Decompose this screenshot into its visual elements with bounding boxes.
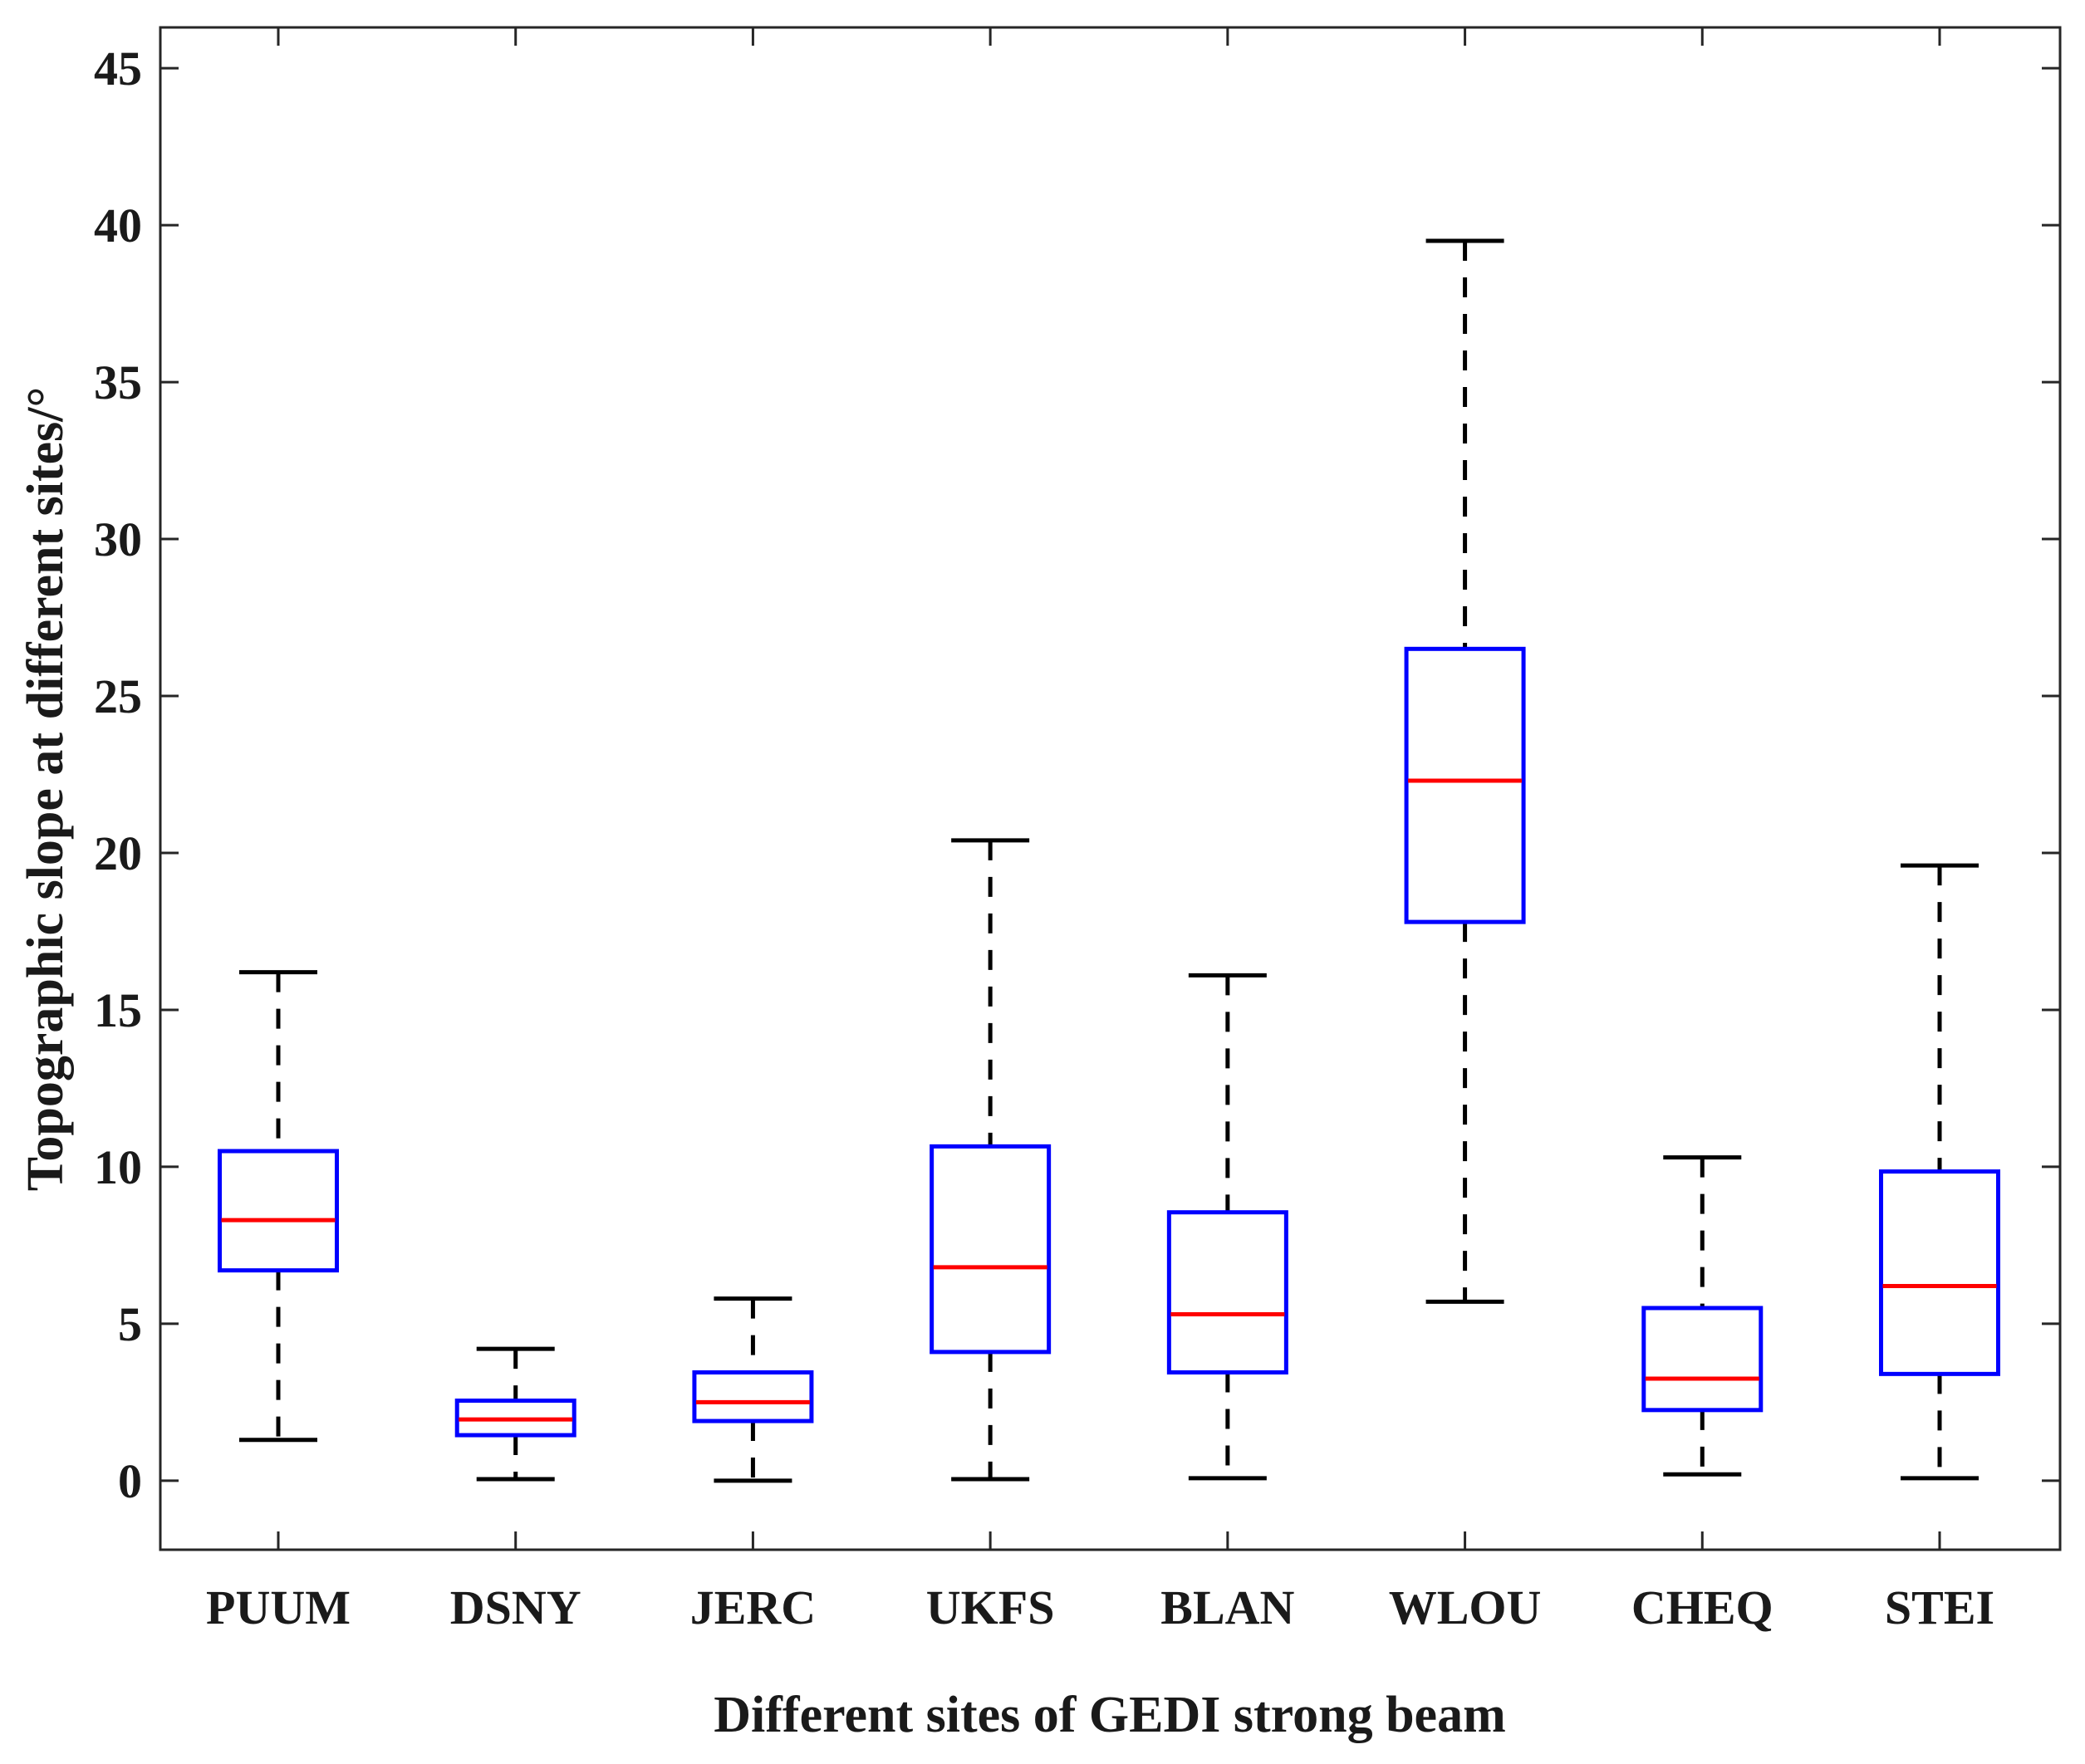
x-tick-label: CHEQ [1631,1580,1773,1634]
y-axis: 0 5 10 15 20 25 30 35 40 45 [94,42,2060,1508]
x-tick-label: JERC [690,1580,816,1634]
box-jerc [692,1296,814,1483]
box-blan [1166,973,1288,1481]
iqr-box [1404,646,1526,924]
box-cheq [1641,1155,1764,1477]
x-tick-label: BLAN [1160,1580,1294,1634]
box-ukfs [930,838,1052,1482]
x-tick-label: STEI [1885,1580,1994,1634]
y-tick-label: 25 [94,669,142,723]
iqr-box [454,1398,576,1438]
iqr-box [692,1370,814,1423]
x-tick-label: DSNY [450,1580,581,1634]
iqr-box [218,1149,339,1273]
y-tick-label: 20 [94,826,142,880]
iqr-box [1641,1306,1764,1413]
plot-frame [159,26,2062,1551]
y-tick-label: 30 [94,512,142,566]
iqr-box [930,1144,1052,1355]
y-axis-title: Topographic slope at different sites/° [17,387,74,1192]
y-tick-label: 0 [118,1454,142,1508]
x-tick-label: WLOU [1389,1580,1542,1634]
y-tick-label: 5 [118,1297,142,1351]
y-tick-label: 15 [94,983,142,1037]
y-tick-label: 10 [94,1140,142,1194]
iqr-box [1166,1210,1288,1374]
x-tick-label: PUUM [206,1580,351,1634]
box-series [218,238,2000,1483]
x-tick-label: UKFS [926,1580,1055,1634]
box-dsny [454,1346,576,1482]
x-axis: PUUM DSNY JERC UKFS BLAN WLOU CHEQ STEI [206,27,1994,1634]
y-tick-label: 40 [94,198,142,252]
iqr-box [1879,1169,2000,1376]
y-tick-label: 45 [94,42,142,96]
box-wlou [1404,238,1526,1304]
y-tick-label: 35 [94,355,142,409]
box-stei [1879,863,2000,1481]
box-puum [218,970,339,1443]
x-axis-title: Different sites of GEDI strong beam [714,1687,1505,1743]
